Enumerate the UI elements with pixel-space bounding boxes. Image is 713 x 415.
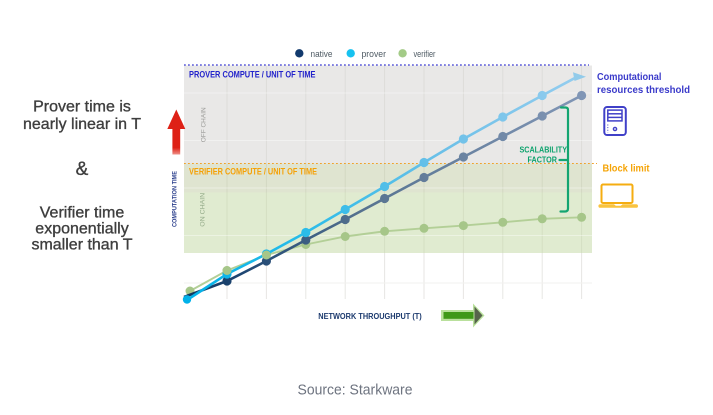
svg-text:NETWORK THROUGHPUT (T): NETWORK THROUGHPUT (T) [318,311,422,321]
svg-text:Block limit: Block limit [603,164,651,175]
svg-text:native: native [311,49,333,60]
svg-text:verifier: verifier [414,49,436,60]
svg-text:exponentially: exponentially [35,221,128,238]
svg-text:VERIFIER COMPUTE / UNIT OF TIM: VERIFIER COMPUTE / UNIT OF TIME [189,167,317,177]
svg-text:PROVER COMPUTE / UNIT OF TIME: PROVER COMPUTE / UNIT OF TIME [189,70,316,80]
svg-text:SCALABILITY: SCALABILITY [520,145,568,155]
svg-text:prover: prover [362,49,387,60]
svg-text:FACTOR: FACTOR [528,155,558,165]
svg-text:Computational: Computational [597,72,662,83]
svg-text:ON CHAIN: ON CHAIN [200,192,207,226]
svg-text:nearly linear in T: nearly linear in T [23,116,141,133]
svg-text:&: & [76,159,89,180]
svg-text:Source: Starkware: Source: Starkware [298,383,413,399]
svg-text:resources threshold: resources threshold [597,85,690,96]
svg-text:Prover time is: Prover time is [33,99,131,116]
svg-text:Verifier time: Verifier time [40,205,125,222]
svg-text:smaller than T: smaller than T [31,237,132,254]
svg-text:OFF CHAIN: OFF CHAIN [201,107,208,142]
svg-text:COMPUTATION TIME: COMPUTATION TIME [172,171,179,227]
